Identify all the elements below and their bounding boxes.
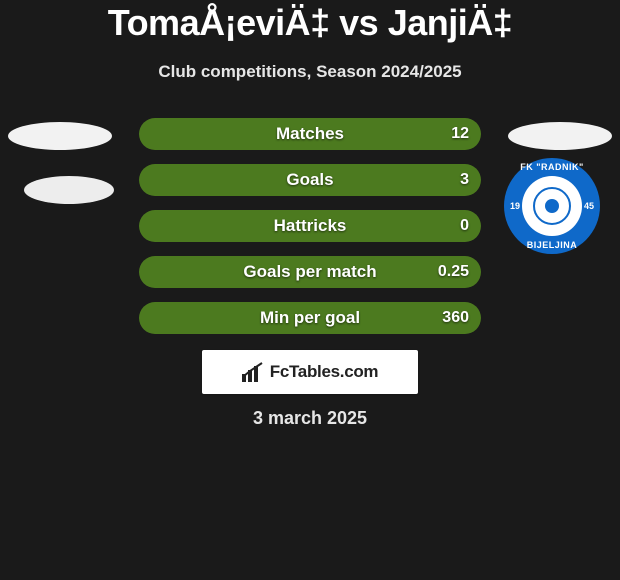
- stat-bar-label: Matches: [276, 124, 344, 144]
- stat-bar: Goals 3: [139, 164, 481, 196]
- stat-bar-value: 360: [442, 309, 469, 327]
- right-avatar-placeholder: [508, 122, 612, 150]
- stat-bar: Goals per match 0.25: [139, 256, 481, 288]
- badge-year-right: 45: [584, 201, 594, 211]
- badge-inner: [522, 176, 582, 236]
- stat-bar: Min per goal 360: [139, 302, 481, 334]
- stat-bar-value: 0.25: [438, 263, 469, 281]
- badge-ring-bottom: BIJELJINA: [504, 240, 600, 250]
- page-subtitle: Club competitions, Season 2024/2025: [0, 62, 620, 82]
- left-avatar-placeholder-2: [24, 176, 114, 204]
- stat-bar-value: 0: [460, 217, 469, 235]
- badge-ring-top: FK "RADNIK": [504, 162, 600, 172]
- stat-bar-value: 3: [460, 171, 469, 189]
- attribution-box[interactable]: FcTables.com: [202, 350, 418, 394]
- badge-ball-icon: [533, 187, 571, 225]
- stat-bar-label: Min per goal: [260, 308, 360, 328]
- stat-bar: Matches 12: [139, 118, 481, 150]
- badge-year-left: 19: [510, 201, 520, 211]
- stats-panel: Matches 12 Goals 3 Hattricks 0 Goals per match…: [139, 118, 481, 334]
- stat-bar-value: 12: [451, 125, 469, 143]
- stat-bar-label: Goals per match: [243, 262, 376, 282]
- stat-bar: Hattricks 0: [139, 210, 481, 242]
- left-avatar-placeholder-1: [8, 122, 112, 150]
- page-title: TomaÅ¡eviÄ‡ vs JanjiÄ‡: [0, 0, 620, 44]
- chart-icon: [242, 362, 264, 382]
- attribution-text: FcTables.com: [270, 362, 379, 382]
- club-badge: FK "RADNIK" 19 45 BIJELJINA: [504, 158, 600, 254]
- stat-bar-label: Goals: [286, 170, 333, 190]
- date-label: 3 march 2025: [0, 408, 620, 429]
- stat-bar-label: Hattricks: [274, 216, 347, 236]
